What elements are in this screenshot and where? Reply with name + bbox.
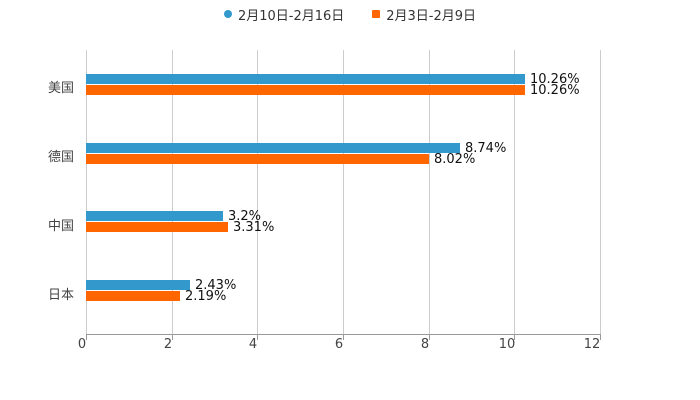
data-label: 2.19% xyxy=(185,289,227,304)
gridline xyxy=(600,50,601,335)
x-tick-label: 0 xyxy=(77,337,87,352)
bar-series-2[interactable] xyxy=(86,291,180,301)
x-tick xyxy=(600,334,601,340)
legend-item-series-1[interactable]: 2月10日-2月16日 xyxy=(223,4,345,24)
x-tick xyxy=(514,334,515,340)
bar-series-2[interactable] xyxy=(86,154,429,164)
x-tick-label: 12 xyxy=(583,337,601,352)
data-label: 3.2% xyxy=(228,209,262,224)
x-tick-label: 8 xyxy=(420,337,430,352)
bar-series-1[interactable] xyxy=(86,211,223,221)
chart-legend: 2月10日-2月16日 2月3日-2月9日 xyxy=(0,4,700,24)
category-label: 德国 xyxy=(48,150,75,165)
gridline xyxy=(429,50,430,335)
x-tick xyxy=(86,334,87,340)
x-tick-label: 10 xyxy=(498,337,516,352)
gridline xyxy=(514,50,515,335)
category-label: 中国 xyxy=(48,219,75,234)
legend-item-series-2[interactable]: 2月3日-2月9日 xyxy=(372,4,476,24)
legend-label: 2月3日-2月9日 xyxy=(386,8,477,24)
data-label: 3.31% xyxy=(233,220,275,235)
square-marker-icon xyxy=(372,10,381,18)
x-tick xyxy=(343,334,344,340)
gridline xyxy=(257,50,258,335)
data-label: 10.26% xyxy=(530,72,580,87)
gridline xyxy=(343,50,344,335)
bar-series-2[interactable] xyxy=(86,222,228,232)
bar-series-1[interactable] xyxy=(86,280,190,290)
gridline xyxy=(172,50,173,335)
x-tick-label: 6 xyxy=(334,337,344,352)
data-label: 8.02% xyxy=(434,152,476,167)
x-tick xyxy=(172,334,173,340)
x-tick-label: 4 xyxy=(248,337,258,352)
bar-series-1[interactable] xyxy=(86,143,460,153)
circle-marker-icon xyxy=(223,10,232,18)
category-label: 日本 xyxy=(48,288,75,303)
legend-label: 2月10日-2月16日 xyxy=(237,8,345,24)
category-label: 美国 xyxy=(48,81,75,96)
bar-series-2[interactable] xyxy=(86,85,525,95)
x-tick xyxy=(257,334,258,340)
data-label: 8.74% xyxy=(465,141,507,156)
gridline xyxy=(86,50,87,335)
x-tick xyxy=(429,334,430,340)
data-label: 10.26% xyxy=(530,83,580,98)
data-label: 2.43% xyxy=(195,278,237,293)
x-tick-label: 2 xyxy=(163,337,173,352)
bar-series-1[interactable] xyxy=(86,74,525,84)
